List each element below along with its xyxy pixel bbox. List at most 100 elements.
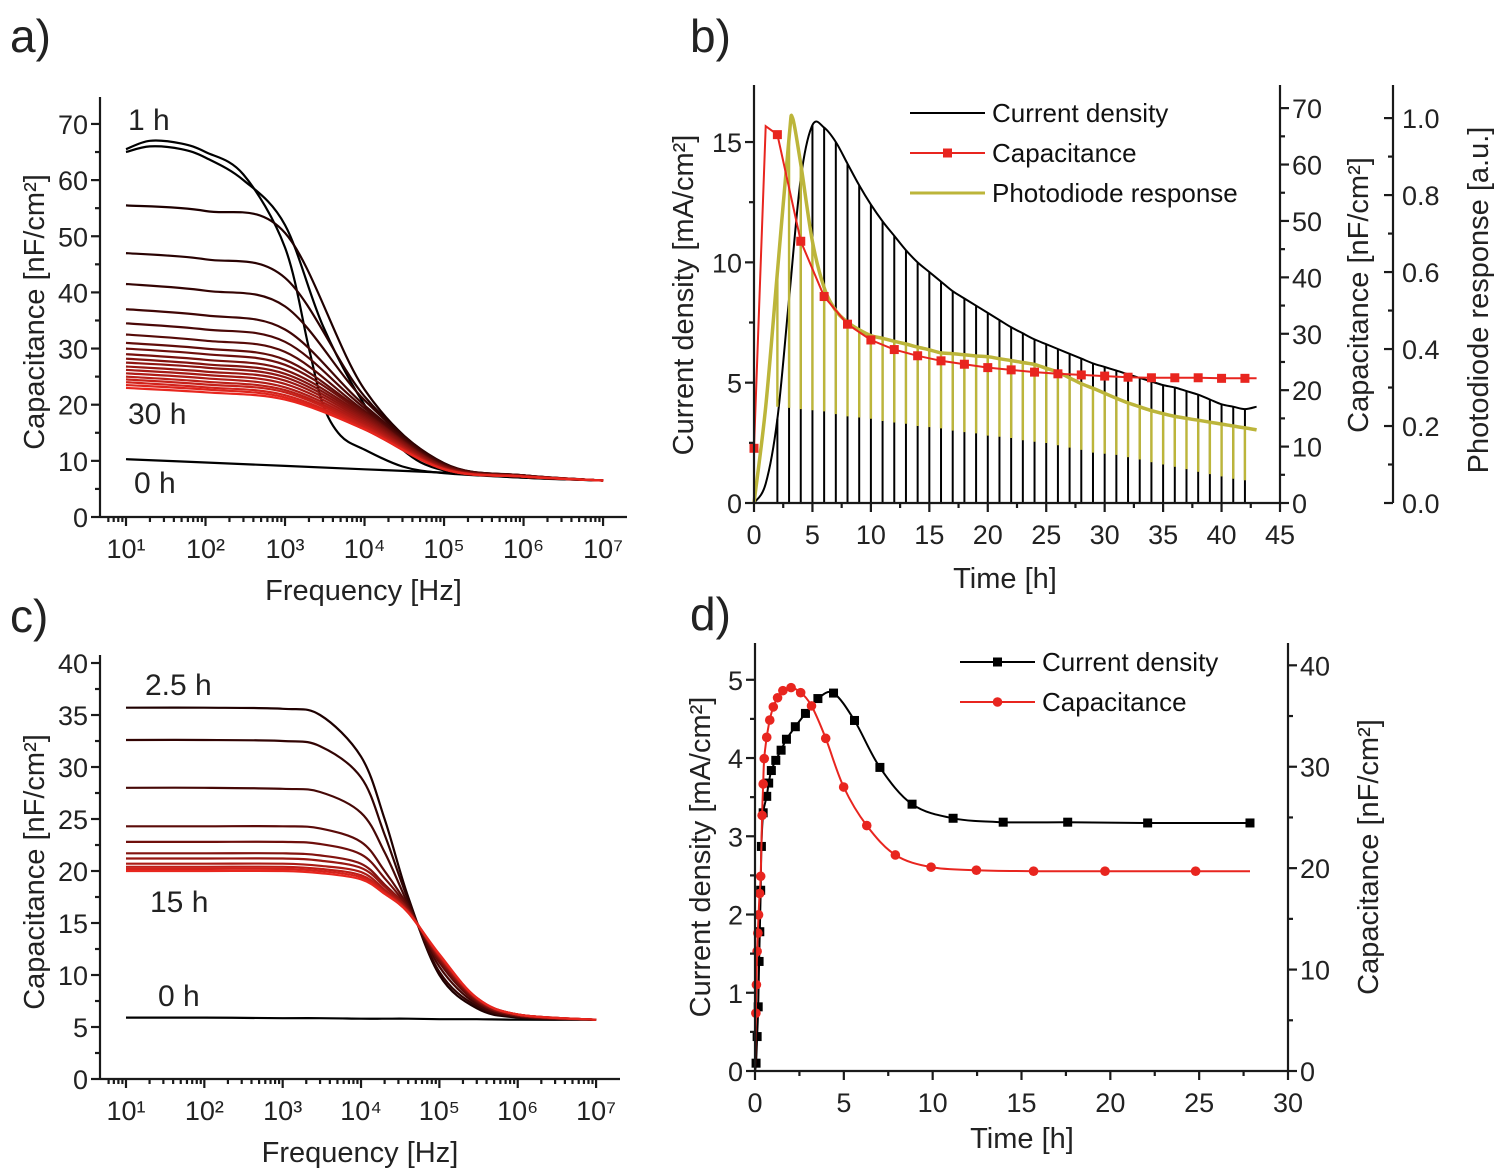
data-marker-circle [806,701,817,711]
capacitance-curve [125,1016,597,1021]
y-tick-label: 5 [727,369,742,399]
capacitance-marker [796,236,806,246]
y-tick-label: 10 [1292,433,1322,463]
y-tick-label: 0.8 [1402,181,1440,211]
data-marker-square [771,755,781,765]
capacitance-marker [913,351,923,361]
x-tick-label: 10⁴ [344,534,386,564]
legend-label: Capacitance [1042,687,1187,717]
capacitance-marker [1030,367,1040,377]
curve-annotation: 0 h [134,467,176,500]
x-tick-label: 10³ [266,534,305,564]
y-axis-title-right: Capacitance [nF/cm²] [1343,157,1375,433]
capacitance-marker [1076,370,1086,380]
y-tick-label: 3 [728,822,743,852]
x-tick-label: 30 [1273,1088,1303,1118]
data-marker-circle [971,865,982,875]
x-tick-label: 0 [746,520,761,550]
data-marker-square [875,762,885,772]
y-tick-label: 70 [58,110,88,140]
y-tick-label: 0 [1300,1057,1315,1087]
data-marker-circle [838,782,849,792]
y-tick-label: 10 [58,961,88,991]
legend: Current density Capacitance [960,647,1218,717]
data-marker-circle [772,692,783,703]
series-line [754,686,1250,1072]
x-tick-label: 15 [1006,1088,1036,1118]
panel-label: a) [10,10,51,62]
x-tick-label: 25 [1031,520,1061,550]
data-marker-circle [754,888,765,899]
capacitance-marker [1146,373,1156,383]
data-marker-circle [755,871,766,882]
y-tick-label: 10 [58,447,88,477]
y-axis-title-right: Capacitance [nF/cm²] [1353,719,1385,995]
y-tick-label: 40 [58,278,88,308]
x-tick-label: 15 [914,520,944,550]
capacitance-curve [125,869,597,1021]
data-marker-circle [1190,866,1201,876]
x-tick-label: 10³ [263,1096,302,1126]
x-tick-label: 40 [1207,520,1237,550]
capacitance-marker [936,356,946,366]
capacitance-series [749,124,1257,453]
x-tick-label: 10¹ [106,534,145,564]
y-tick-label: 60 [1292,151,1322,181]
legend-marker [943,148,952,158]
capacitance-marker [843,319,853,329]
y-tick-label: 15 [58,909,88,939]
y-axis-title: Capacitance [nF/cm²] [19,174,51,450]
y-tick-label: 5 [728,666,743,696]
y-tick-label: 0 [1292,489,1307,519]
y-axis-title-photodiode: Photodiode response [a.u.] [1463,127,1495,474]
y-tick-label: 10 [1300,956,1330,986]
x-tick-label: 0 [747,1088,762,1118]
panel-c: c) 0 5 10 15 20 25 30 35 40 10¹ 10² 10³ 10⁴ 10⁵ 10⁶ 10⁷ 2… [10,590,620,1169]
y-tick-label: 50 [58,222,88,252]
data-marker-square [907,799,917,809]
x-tick-label: 5 [805,520,820,550]
legend-label: Photodiode response [992,178,1238,208]
y-tick-label: 0.4 [1402,335,1440,365]
series-group [125,706,597,1021]
x-axis-title: Time [h] [970,1123,1074,1155]
y-tick-label: 25 [58,805,88,835]
curve-annotation: 0 h [158,980,200,1013]
x-tick-label: 20 [1095,1088,1125,1118]
curve-annotation: 30 h [128,398,186,431]
legend-marker [992,697,1003,707]
data-marker-square [1143,818,1153,828]
y-tick-label: 30 [1292,320,1322,350]
data-marker-circle [764,715,775,725]
x-tick-label: 10¹ [106,1096,145,1126]
data-marker-circle [751,979,762,990]
y-tick-label: 40 [58,649,88,679]
curve-annotation: 2.5 h [145,669,212,702]
capacitance-marker [1053,369,1063,379]
y-tick-label: 35 [58,701,88,731]
y-tick-label: 1.0 [1402,104,1440,134]
y-tick-label: 0 [728,1057,743,1087]
capacitance-marker [1123,372,1133,382]
capacitance-marker [959,359,969,369]
data-marker-circle [890,850,901,860]
data-marker-square [998,817,1008,827]
capacitance-marker [772,130,782,140]
data-marker-circle [926,862,936,872]
legend-marker [993,657,1002,667]
data-marker-square [776,745,786,755]
data-marker-square [948,813,958,823]
y-tick-label: 60 [58,166,88,196]
data-marker-square [790,722,800,732]
x-tick-label: 30 [1090,520,1120,550]
data-marker-circle [761,732,772,743]
capacitance-curve [125,706,597,1021]
data-marker-circle [1028,866,1039,876]
y-tick-label: 20 [58,857,88,887]
capacitance-marker [1240,373,1250,383]
panel-a: a) 0 10 20 30 40 50 60 70 10¹ 10² 10³ 10⁴ 10⁵ 10⁶ 10⁷ 1 … [10,10,627,607]
y-tick-label: 30 [58,753,88,783]
y-tick-label: 20 [58,391,88,421]
